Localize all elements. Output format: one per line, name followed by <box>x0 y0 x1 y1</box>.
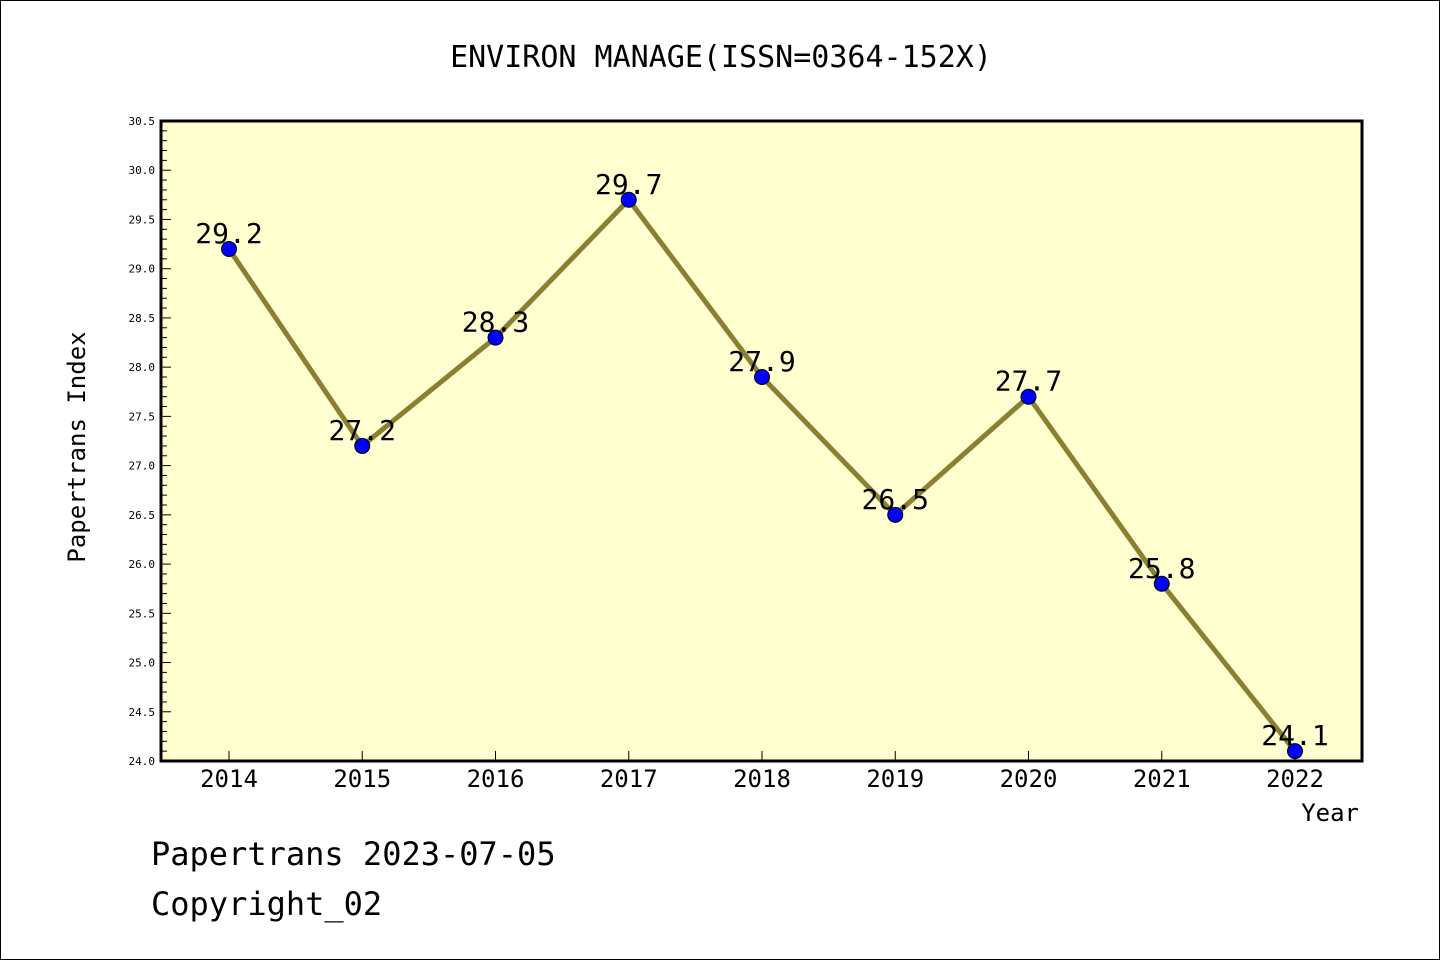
x-tick-label: 2017 <box>600 765 658 793</box>
data-label: 28.3 <box>462 306 529 339</box>
y-tick-label: 30.0 <box>129 164 156 177</box>
data-point <box>354 437 371 454</box>
data-point <box>754 369 770 385</box>
y-tick-label: 25.0 <box>129 657 156 670</box>
y-tick-label: 26.5 <box>129 509 156 522</box>
footer-copyright: Copyright_02 <box>151 885 382 923</box>
data-label: 27.2 <box>329 414 396 447</box>
x-tick-label: 2016 <box>467 765 525 793</box>
y-tick-label: 26.0 <box>129 558 156 571</box>
y-tick-label: 27.5 <box>129 410 156 423</box>
data-label: 27.9 <box>728 345 795 378</box>
x-tick-label: 2019 <box>866 765 924 793</box>
x-tick-label: 2015 <box>333 765 391 793</box>
y-tick-label: 28.5 <box>129 312 156 325</box>
y-tick-label: 27.0 <box>129 460 156 473</box>
y-tick-label: 29.5 <box>129 213 156 226</box>
y-tick-label: 30.5 <box>129 115 156 128</box>
data-labels: 29.2 27.2 28.3 29.7 27.9 26.5 27.7 25.8 24.1 <box>195 168 1328 752</box>
x-tick-label: 2020 <box>1000 765 1058 793</box>
data-label: 25.8 <box>1128 552 1195 585</box>
data-points <box>221 191 1303 760</box>
x-tick-label: 2021 <box>1133 765 1191 793</box>
data-point <box>1020 388 1037 405</box>
data-label: 26.5 <box>862 483 929 516</box>
y-axis-ticks: 24.0 24.5 25.0 25.5 26.0 26.5 27.0 27.5 28.0 28.5… <box>129 115 171 768</box>
y-tick-label: 24.5 <box>129 706 156 719</box>
data-label: 29.2 <box>195 217 262 250</box>
x-axis-label: Year <box>1301 799 1359 827</box>
y-tick-label: 24.0 <box>129 755 156 768</box>
data-label: 24.1 <box>1261 719 1328 752</box>
data-point <box>887 506 904 523</box>
x-tick-label: 2018 <box>733 765 791 793</box>
data-point <box>221 241 237 257</box>
x-tick-label: 2014 <box>200 765 258 793</box>
data-label: 27.7 <box>995 365 1062 398</box>
data-point <box>1287 743 1303 760</box>
data-point <box>1153 575 1170 592</box>
y-tick-label: 28.0 <box>129 361 156 374</box>
y-tick-label: 25.5 <box>129 607 156 620</box>
footer-date: Papertrans 2023-07-05 <box>151 835 556 873</box>
x-tick-label: 2022 <box>1266 765 1324 793</box>
chart-title: ENVIRON MANAGE(ISSN=0364-152X) <box>450 40 992 75</box>
y-tick-label: 29.0 <box>129 263 156 276</box>
data-point <box>620 191 637 208</box>
data-point <box>487 329 504 346</box>
y-axis-label: Papertrans Index <box>63 331 91 562</box>
x-axis-ticks: 2014 2015 2016 2017 2018 2019 2020 2021 2022 <box>200 751 1324 793</box>
data-label: 29.7 <box>595 168 662 201</box>
